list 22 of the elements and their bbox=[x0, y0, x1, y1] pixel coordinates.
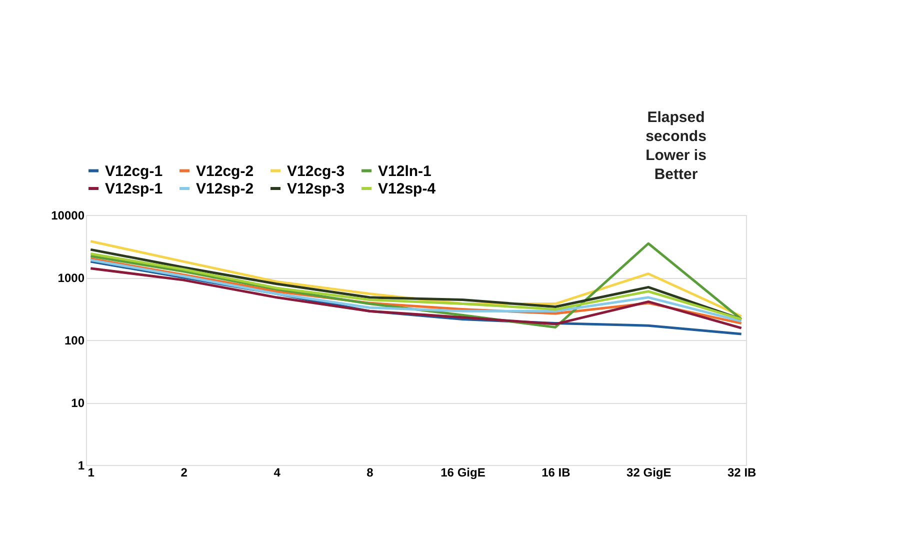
legend-label: V12cg-1 bbox=[105, 162, 163, 180]
legend-label: V12sp-3 bbox=[287, 180, 345, 198]
x-tick-label: 8 bbox=[366, 466, 374, 480]
legend-label: V12cg-2 bbox=[196, 162, 254, 180]
y-tick-label: 10000 bbox=[51, 208, 85, 222]
y-tick-label: 100 bbox=[64, 334, 85, 348]
legend-label: V12sp-4 bbox=[378, 180, 436, 198]
x-tick-label: 32 GigE bbox=[626, 466, 672, 480]
x-tick-label: 16 IB bbox=[542, 466, 571, 480]
text: Elapsed seconds Lower is Better bbox=[646, 109, 706, 183]
x-tick-label: 2 bbox=[180, 466, 188, 480]
legend-label: V12sp-1 bbox=[105, 180, 163, 198]
y-tick-label: 10 bbox=[71, 396, 85, 410]
x-tick-label: 4 bbox=[274, 466, 281, 480]
legend-label: V12sp-2 bbox=[196, 180, 254, 198]
line-series bbox=[89, 267, 743, 330]
x-tick-label: 1 bbox=[88, 466, 95, 480]
x-tick-label: 32 IB bbox=[728, 466, 757, 480]
legend-label: V12ln-1 bbox=[378, 162, 432, 180]
x-tick-label: 16 GigE bbox=[440, 466, 486, 480]
y-tick-label: 1000 bbox=[58, 271, 85, 285]
legend-label: V12cg-3 bbox=[287, 162, 345, 180]
